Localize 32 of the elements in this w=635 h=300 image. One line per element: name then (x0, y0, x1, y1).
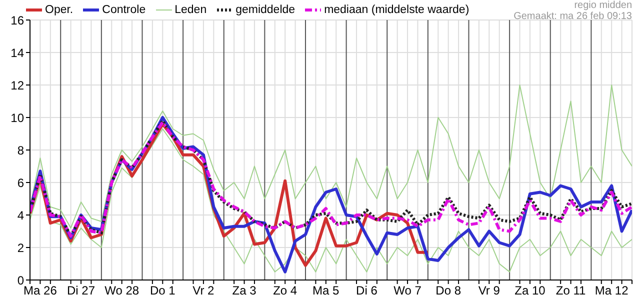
y-tick-label: 2 (17, 240, 24, 255)
annotation: Gemaakt: ma 26 feb 09:13 (514, 11, 632, 22)
x-tick-label: Di 6 (356, 284, 378, 298)
x-tick-label: Do 1 (150, 284, 176, 298)
legend-label: Controle (102, 4, 146, 16)
x-tick-label: Ma 5 (312, 284, 340, 298)
x-tick-label: Za 10 (514, 284, 546, 298)
legend-label: Oper. (45, 4, 74, 16)
legend-label: mediaan (middelste waarde) (324, 4, 470, 16)
x-tick-label: Wo 28 (104, 284, 140, 298)
y-tick-label: 8 (17, 143, 24, 158)
x-tick-label: Ma 12 (594, 284, 629, 298)
x-tick-label: Zo 11 (556, 284, 586, 298)
text: regio midden (573, 0, 632, 11)
x-tick-label: Vr 2 (192, 284, 215, 298)
legend-label: Leden (174, 4, 207, 16)
x-tick-label: Do 8 (436, 284, 462, 298)
x-tick-label: Vr 9 (478, 284, 500, 298)
x-tick-label: Za 3 (232, 284, 257, 298)
y-tick-label: 16 (10, 13, 24, 28)
x-tick-label: Di 27 (67, 284, 96, 298)
y-tick-label: 10 (10, 110, 24, 125)
line-series (30, 84, 632, 228)
y-tick-label: 14 (10, 46, 24, 60)
x-tick-label: Zo 4 (273, 284, 298, 298)
x-tick-label: Wo 7 (394, 284, 422, 298)
y-tick-label: 12 (10, 78, 24, 92)
y-tick-label: 0 (17, 273, 24, 288)
legend-label: gemiddelde (236, 4, 296, 16)
y-tick-label: 6 (17, 176, 24, 190)
y-tick-label: 4 (17, 208, 24, 222)
x-tick-label: Ma 26 (24, 284, 58, 298)
